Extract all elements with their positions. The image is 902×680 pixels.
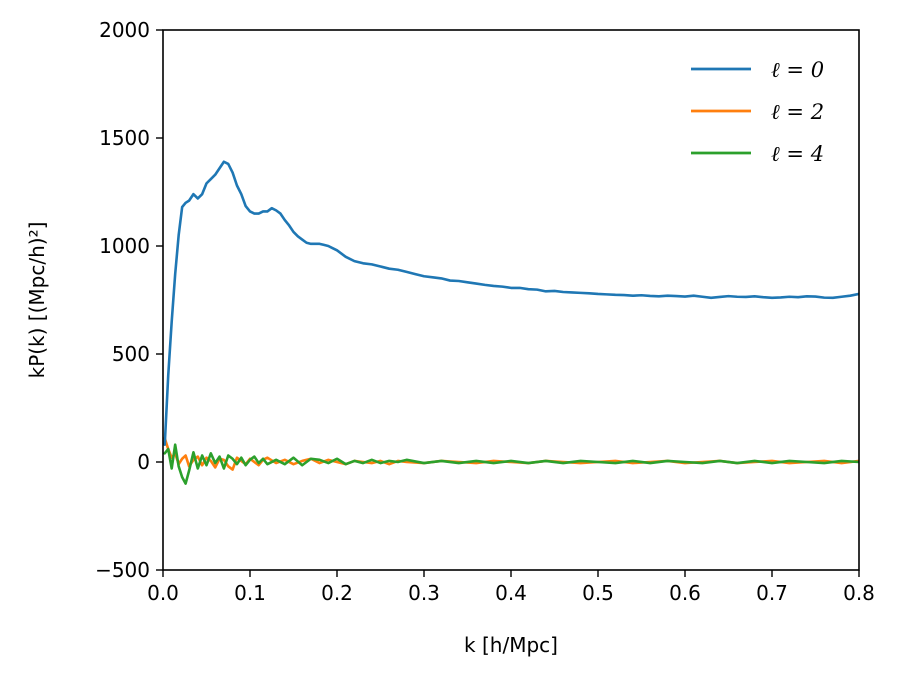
- x-tick-label: 0.7: [756, 581, 788, 605]
- legend-label-1: ℓ = 2: [771, 100, 824, 124]
- y-tick-label: 2000: [99, 18, 150, 42]
- x-axis-label: k [h/Mpc]: [464, 633, 558, 657]
- x-tick-label: 0.5: [582, 581, 614, 605]
- legend-label-0: ℓ = 0: [771, 58, 824, 82]
- x-tick-label: 0.6: [669, 581, 701, 605]
- series-line-0: [163, 160, 859, 447]
- y-axis: −500 0 500 1000 1500 2000: [95, 18, 163, 582]
- x-axis: 0.0 0.1 0.2 0.3 0.4 0.5 0.6 0.7 0.8: [147, 570, 875, 605]
- legend: ℓ = 0 ℓ = 2 ℓ = 4: [691, 58, 824, 166]
- y-tick-label: 0: [137, 450, 150, 474]
- x-tick-label: 0.8: [843, 581, 875, 605]
- y-tick-label: 1000: [99, 234, 150, 258]
- series-line-2: [163, 443, 859, 485]
- x-tick-label: 0.2: [321, 581, 353, 605]
- x-tick-label: 0.3: [408, 581, 440, 605]
- x-tick-label: 0.1: [234, 581, 266, 605]
- y-tick-label: 1500: [99, 126, 150, 150]
- y-axis-label: kP(k) [(Mpc/h)²]: [25, 222, 49, 379]
- legend-label-2: ℓ = 4: [771, 142, 824, 166]
- y-tick-label: −500: [95, 558, 150, 582]
- plot-frame: [162, 29, 860, 571]
- x-tick-label: 0.0: [147, 581, 179, 605]
- x-tick-label: 0.4: [495, 581, 527, 605]
- y-tick-label: 500: [112, 342, 150, 366]
- series-layer: [163, 160, 859, 485]
